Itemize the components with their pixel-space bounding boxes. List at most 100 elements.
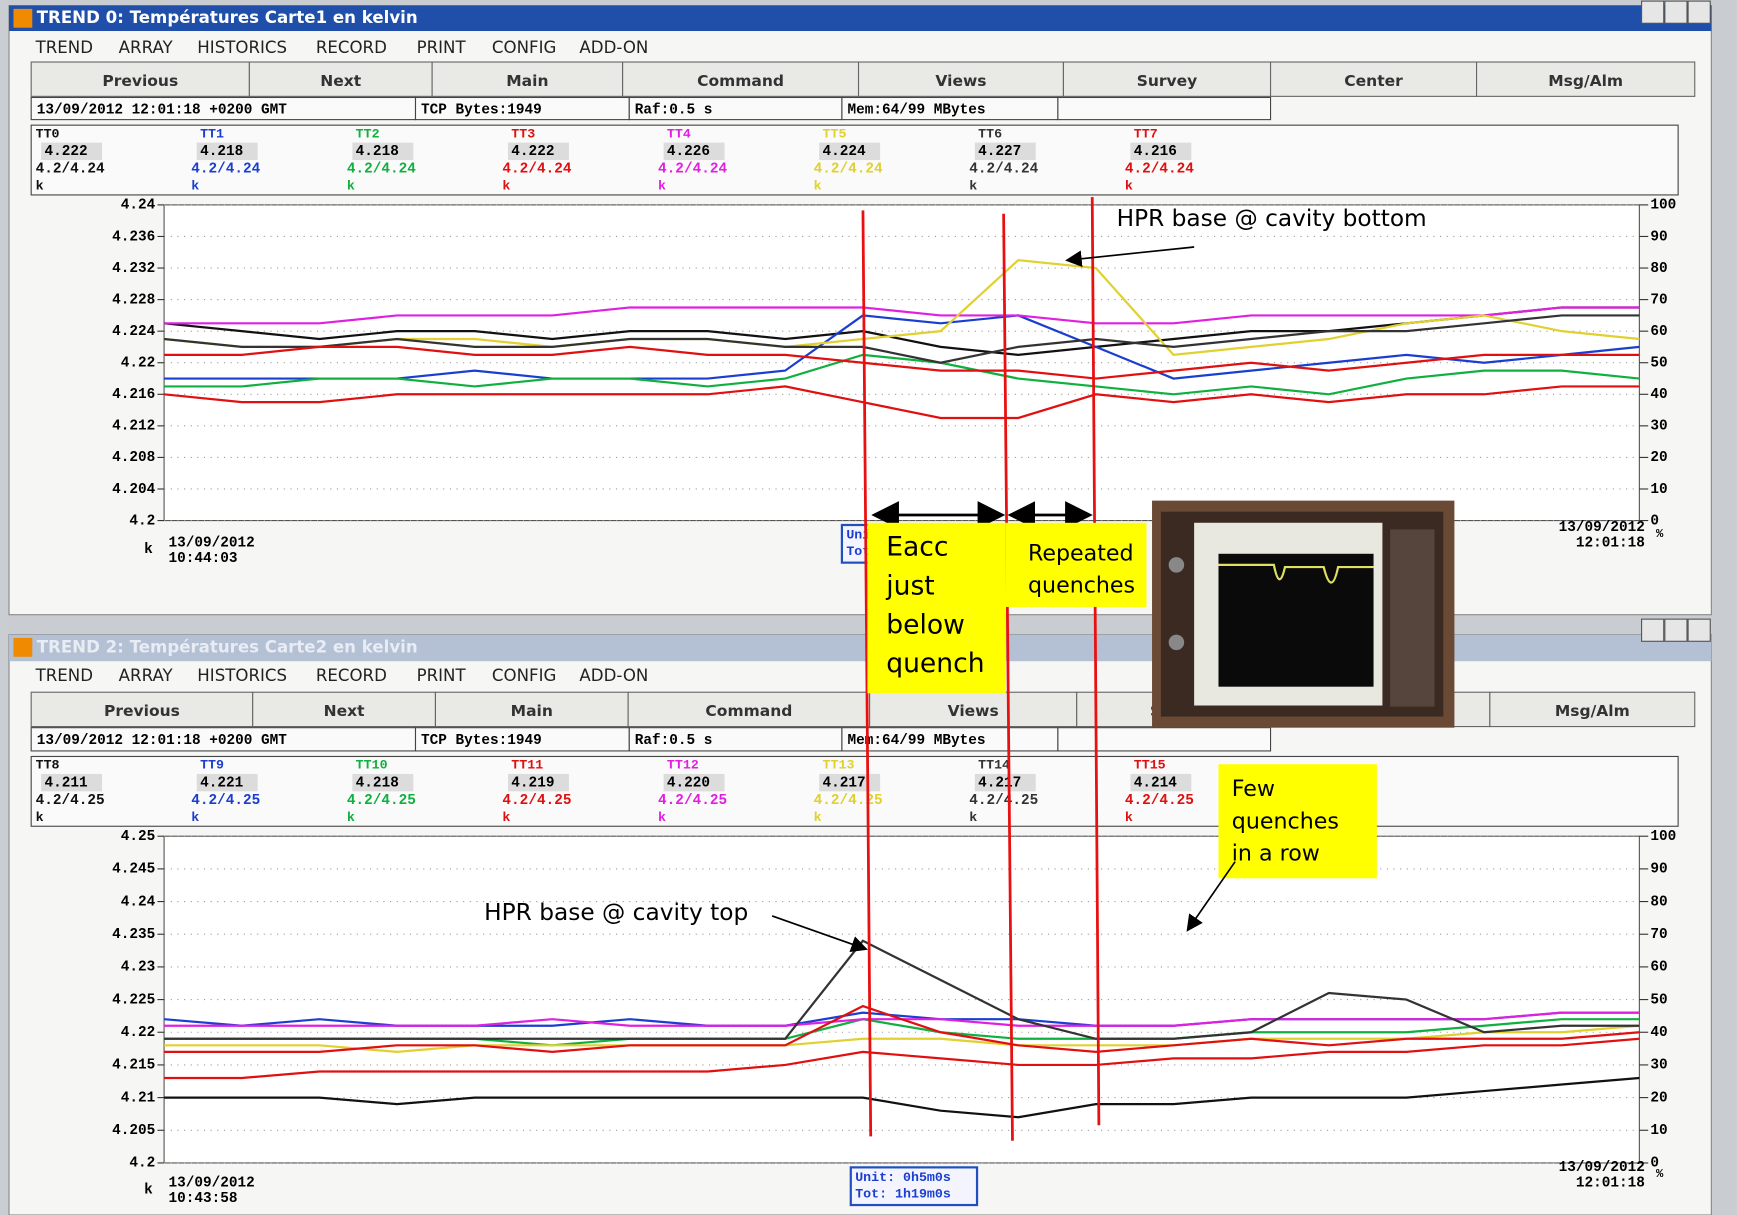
y2-unit: % (1656, 527, 1664, 541)
annotation: quenches (1028, 572, 1135, 598)
annotation: below (886, 609, 965, 640)
menu-item[interactable]: HISTORICS (197, 38, 287, 57)
channel-value: 4.218 (200, 144, 243, 160)
y-tick-label: 4.245 (112, 862, 155, 878)
channel-unit: k (658, 179, 666, 194)
menu-item[interactable]: ARRAY (119, 666, 174, 685)
scope-grid (1218, 554, 1373, 687)
channel-range: 4.2/4.25 (36, 793, 105, 809)
channel-value: 4.226 (667, 144, 710, 160)
channel-name: TT1 (200, 126, 224, 141)
window-control[interactable] (1642, 619, 1664, 641)
channel-range: 4.2/4.24 (347, 162, 416, 178)
menu-item[interactable]: ARRAY (119, 38, 174, 57)
start-time: 10:44:03 (169, 551, 238, 567)
y2-unit: % (1656, 1167, 1664, 1181)
menu-item[interactable]: PRINT (417, 666, 467, 685)
annotation: Repeated (1028, 540, 1134, 566)
nav-button-label: Views (948, 702, 999, 720)
y2-tick-label: 20 (1650, 1090, 1667, 1106)
window-control[interactable] (1688, 1, 1710, 23)
channel-unit: k (1125, 179, 1133, 194)
status-box (1058, 97, 1271, 119)
menu-item[interactable]: ADD-ON (579, 666, 648, 685)
annotation: HPR base @ cavity top (484, 899, 748, 926)
menu-item[interactable]: HISTORICS (197, 666, 287, 685)
channel-value: 4.214 (1134, 775, 1178, 791)
menu-item[interactable]: RECORD (316, 666, 387, 685)
y-tick-label: 4.204 (112, 482, 156, 498)
nav-button-label: Msg/Alm (1555, 702, 1630, 720)
channel-range: 4.2/4.24 (36, 162, 105, 178)
y-tick-label: 4.235 (112, 927, 155, 943)
channel-name: TT3 (511, 126, 535, 141)
channel-unit: k (502, 810, 510, 825)
window-controls (1642, 619, 1711, 641)
channel-value: 4.227 (978, 144, 1021, 160)
scope-keys (1390, 529, 1434, 706)
y2-tick-label: 100 (1650, 198, 1676, 214)
windows: TREND 0: Températures Carte1 en kelvinTR… (9, 1, 1711, 1215)
channel-unit: k (658, 810, 666, 825)
menu-item[interactable]: TREND (35, 38, 93, 57)
window-controls (1642, 1, 1711, 23)
status-text: 13/09/2012 12:01:18 +0200 GMT (37, 733, 288, 749)
unit-text: Tot: 1h19m0s (855, 1186, 951, 1201)
window-control[interactable] (1642, 1, 1664, 23)
window-control[interactable] (1665, 619, 1687, 641)
y-tick-label: 4.236 (112, 229, 155, 245)
y2-tick-label: 10 (1650, 482, 1667, 498)
y2-tick-label: 70 (1650, 927, 1667, 943)
y-tick-label: 4.22 (121, 356, 156, 372)
nav-button-label: Msg/Alm (1548, 72, 1623, 90)
y-tick-label: 4.224 (112, 324, 156, 340)
channel-value: 4.224 (823, 144, 867, 160)
status-text: Raf:0.5 s (635, 733, 713, 749)
channel-value: 4.217 (978, 775, 1021, 791)
annotation: Few (1232, 776, 1275, 802)
channel-value: 4.220 (667, 775, 710, 791)
start-date: 13/09/2012 (169, 536, 255, 552)
trend-window: TREND 2: Températures Carte2 en kelvin TR… (9, 619, 1711, 1215)
channel-value: 4.218 (356, 144, 399, 160)
oscilloscope-photo (1152, 501, 1454, 728)
menu-item[interactable]: PRINT (417, 38, 467, 57)
y-tick-label: 4.228 (112, 292, 155, 308)
channel-range: 4.2/4.25 (969, 793, 1038, 809)
app-icon (13, 638, 32, 657)
y2-tick-label: 90 (1650, 862, 1667, 878)
y-tick-label: 4.24 (121, 894, 156, 910)
menu-item[interactable]: RECORD (316, 38, 387, 57)
start-time: 10:43:58 (169, 1191, 238, 1207)
menu-item[interactable]: TREND (35, 666, 93, 685)
channel-value: 4.211 (44, 775, 88, 791)
annotation: quenches (1232, 808, 1339, 834)
plot-area (164, 836, 1639, 1163)
screen: TREND 0: Températures Carte1 en kelvinTR… (0, 0, 1737, 1215)
channel-unit: k (814, 810, 822, 825)
nav-button-label: Main (511, 702, 553, 720)
nav-button-label: Next (324, 702, 365, 720)
channel-unit: k (191, 179, 199, 194)
nav-button-label: Center (1344, 72, 1403, 90)
y-tick-label: 4.225 (112, 992, 155, 1008)
channel-unit: k (347, 810, 355, 825)
start-date: 13/09/2012 (169, 1176, 255, 1192)
channel-value: 4.218 (356, 775, 399, 791)
y2-tick-label: 10 (1650, 1123, 1667, 1139)
window-control[interactable] (1665, 1, 1687, 23)
unit-text: Unit: 0h5m0s (855, 1170, 951, 1185)
status-text: Mem:64/99 MBytes (847, 102, 985, 118)
status-text: TCP Bytes:1949 (421, 102, 542, 118)
channel-range: 4.2/4.25 (191, 793, 260, 809)
y-tick-label: 4.24 (121, 198, 156, 214)
window-control[interactable] (1688, 619, 1710, 641)
menu-item[interactable]: CONFIG (492, 38, 556, 57)
nav-button-label: Survey (1137, 72, 1198, 90)
channel-name: TT10 (356, 758, 388, 773)
menu-item[interactable]: ADD-ON (579, 38, 648, 57)
channel-name: TT6 (978, 126, 1002, 141)
y-tick-label: 4.216 (112, 387, 155, 403)
menu-item[interactable]: CONFIG (492, 666, 556, 685)
window-title: TREND 2: Températures Carte2 en kelvin (37, 637, 418, 656)
